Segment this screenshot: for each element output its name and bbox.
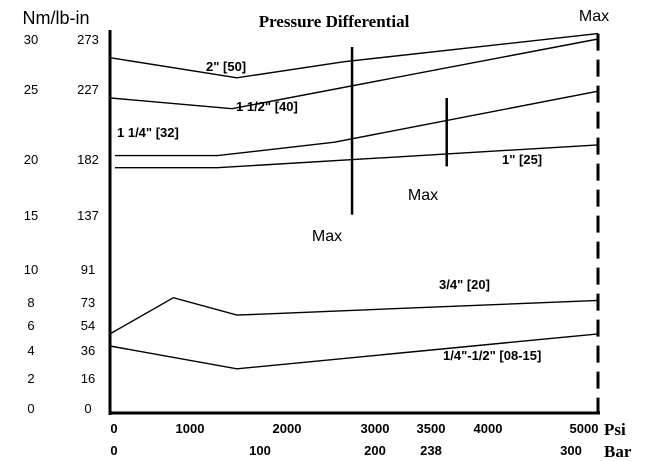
y-tick-label-lbin: 182 [77,152,99,167]
max-marker-layer [350,33,600,413]
series-line-2 [114,90,599,157]
y-tick-label-lbin: 73 [81,295,95,310]
y-tick-label-nm: 4 [27,343,34,358]
x-tick-label-psi: 4000 [474,421,503,436]
series-line-5 [109,333,599,370]
x-tick-label-psi: 5000 [570,421,599,436]
y-tick-label-lbin: 16 [81,371,95,386]
series-line-0 [109,32,599,79]
x-tick-label-bar: 238 [420,443,442,458]
max-label: Max [312,228,342,245]
y-tick-label-nm: 8 [27,295,34,310]
y-tick-label-lbin: 54 [81,318,95,333]
x-tick-label-psi: 2000 [273,421,302,436]
series-line-4 [109,296,599,335]
x-tick-label-psi: 0 [110,421,117,436]
x-tick-label-bar: 200 [364,443,386,458]
x-axis-unit-bar: Bar [604,442,632,461]
y-tick-label-nm: 20 [24,152,38,167]
y-tick-label-lbin: 0 [84,401,91,416]
y-tick-label-nm: 25 [24,82,38,97]
x-tick-label-psi: 1000 [176,421,205,436]
series-label: 3/4" [20] [439,277,490,292]
y-tick-label-nm: 2 [27,371,34,386]
y-tick-label-nm: 10 [24,262,38,277]
y-tick-label-nm: 0 [27,401,34,416]
y-tick-label-lbin: 36 [81,343,95,358]
x-tick-label-psi: 3500 [417,421,446,436]
chart-title: Pressure Differential [259,12,410,31]
y-tick-label-lbin: 137 [77,208,99,223]
series-label: 1 1/4" [32] [117,125,179,140]
series-layer [109,32,599,370]
y-axis-unit-label: Nm/lb-in [22,8,89,28]
series-label: 1 1/2" [40] [236,99,298,114]
y-tick-label-lbin: 273 [77,32,99,47]
y-tick-label-lbin: 91 [81,262,95,277]
series-line-1 [109,38,599,110]
series-line-3 [114,144,599,169]
max-label: Max [408,187,438,204]
series-label: 1/4"-1/2" [08-15] [443,348,541,363]
x-axis-unit-psi: Psi [604,420,626,439]
series-label: 2" [50] [206,59,246,74]
y-tick-label-nm: 15 [24,208,38,223]
y-tick-label-nm: 30 [24,32,38,47]
x-tick-label-bar: 0 [110,443,117,458]
x-tick-label-bar: 100 [249,443,271,458]
y-tick-label-nm: 6 [27,318,34,333]
y-tick-label-lbin: 227 [77,82,99,97]
x-tick-label-psi: 3000 [361,421,390,436]
series-label: 1" [25] [502,152,542,167]
max-label: Max [579,8,609,25]
x-tick-label-bar: 300 [560,443,582,458]
